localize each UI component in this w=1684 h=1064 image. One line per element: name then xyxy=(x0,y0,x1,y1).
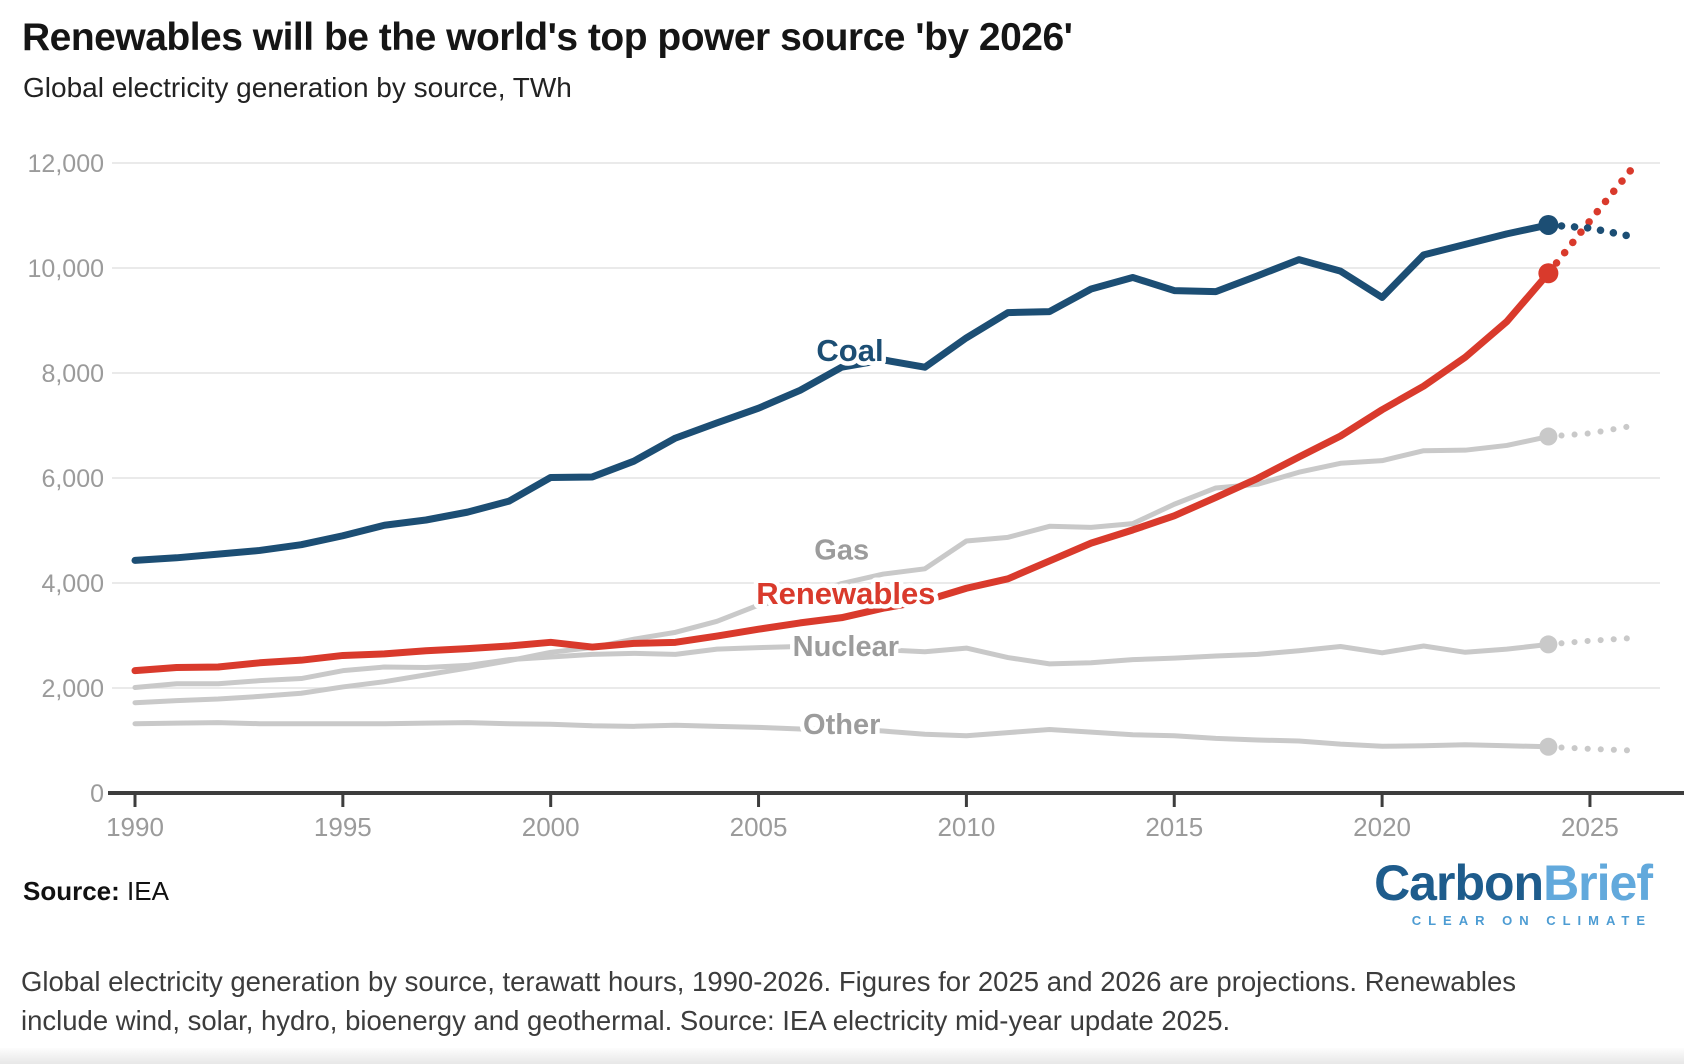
y-tick-label-6000: 6,000 xyxy=(41,465,104,493)
gas-2024-dot xyxy=(1539,427,1558,446)
source-value: IEA xyxy=(127,876,169,906)
other-2024-dot xyxy=(1539,737,1558,756)
renewables-line xyxy=(131,269,1552,675)
y-tick-label-12000: 12,000 xyxy=(28,150,104,178)
logo-brief-text: Brief xyxy=(1543,855,1653,911)
coal-line xyxy=(131,221,1552,564)
x-tick-label-2015: 2015 xyxy=(1145,812,1203,842)
y-tick-label-2000: 2,000 xyxy=(41,675,104,703)
coal-2024-dot xyxy=(1538,214,1559,235)
source-attribution: Source: IEA xyxy=(23,876,169,907)
chart-subtitle: Global electricity generation by source,… xyxy=(23,72,572,103)
nuclear-projection-dotted xyxy=(1545,635,1635,648)
logo-tagline: CLEAR ON CLIMATE xyxy=(1411,913,1652,928)
logo-carbon-text: Carbon xyxy=(1374,855,1544,911)
x-tick-label-2025: 2025 xyxy=(1561,812,1619,842)
y-tick-label-4000: 4,000 xyxy=(41,570,104,598)
y-tick-label-0: 0 xyxy=(90,780,104,808)
x-tick-label-2005: 2005 xyxy=(730,812,788,842)
x-tick-label-2020: 2020 xyxy=(1353,812,1411,842)
gas-line xyxy=(132,434,1551,706)
coal-projection-dotted xyxy=(1544,221,1636,241)
other-label: Other xyxy=(803,709,880,741)
source-label: Source: xyxy=(23,876,120,906)
renewables-2024-dot xyxy=(1538,263,1559,284)
coal-label: Coal xyxy=(816,333,883,368)
y-tick-label-8000: 8,000 xyxy=(41,360,104,388)
other-projection-dotted xyxy=(1545,743,1635,754)
nuclear-line xyxy=(132,641,1551,690)
y-tick-label-10000: 10,000 xyxy=(28,255,104,283)
chart-caption: Global electricity generation by source,… xyxy=(21,966,1517,1037)
bottom-edge-strip xyxy=(0,1048,1684,1064)
nuclear-2024-dot xyxy=(1539,635,1558,654)
nuclear-label: Nuclear xyxy=(793,631,899,663)
page-title: Renewables will be the world's top power… xyxy=(22,16,1073,59)
x-tick-label-1990: 1990 xyxy=(106,812,164,842)
x-tick-label-2010: 2010 xyxy=(937,812,995,842)
gas-label: Gas xyxy=(814,534,869,566)
x-tick-label-1995: 1995 xyxy=(314,812,372,842)
renewables-projection-dotted xyxy=(1544,165,1636,277)
gas-projection-dotted xyxy=(1545,423,1635,440)
x-tick-label-2000: 2000 xyxy=(522,812,580,842)
renewables-label: Renewables xyxy=(756,576,935,611)
carbonbrief-logo: CarbonBrief CLEAR ON CLIMATE xyxy=(1374,855,1653,928)
carbonbrief-wordmark: CarbonBrief xyxy=(1374,855,1653,911)
other-line xyxy=(132,720,1551,750)
